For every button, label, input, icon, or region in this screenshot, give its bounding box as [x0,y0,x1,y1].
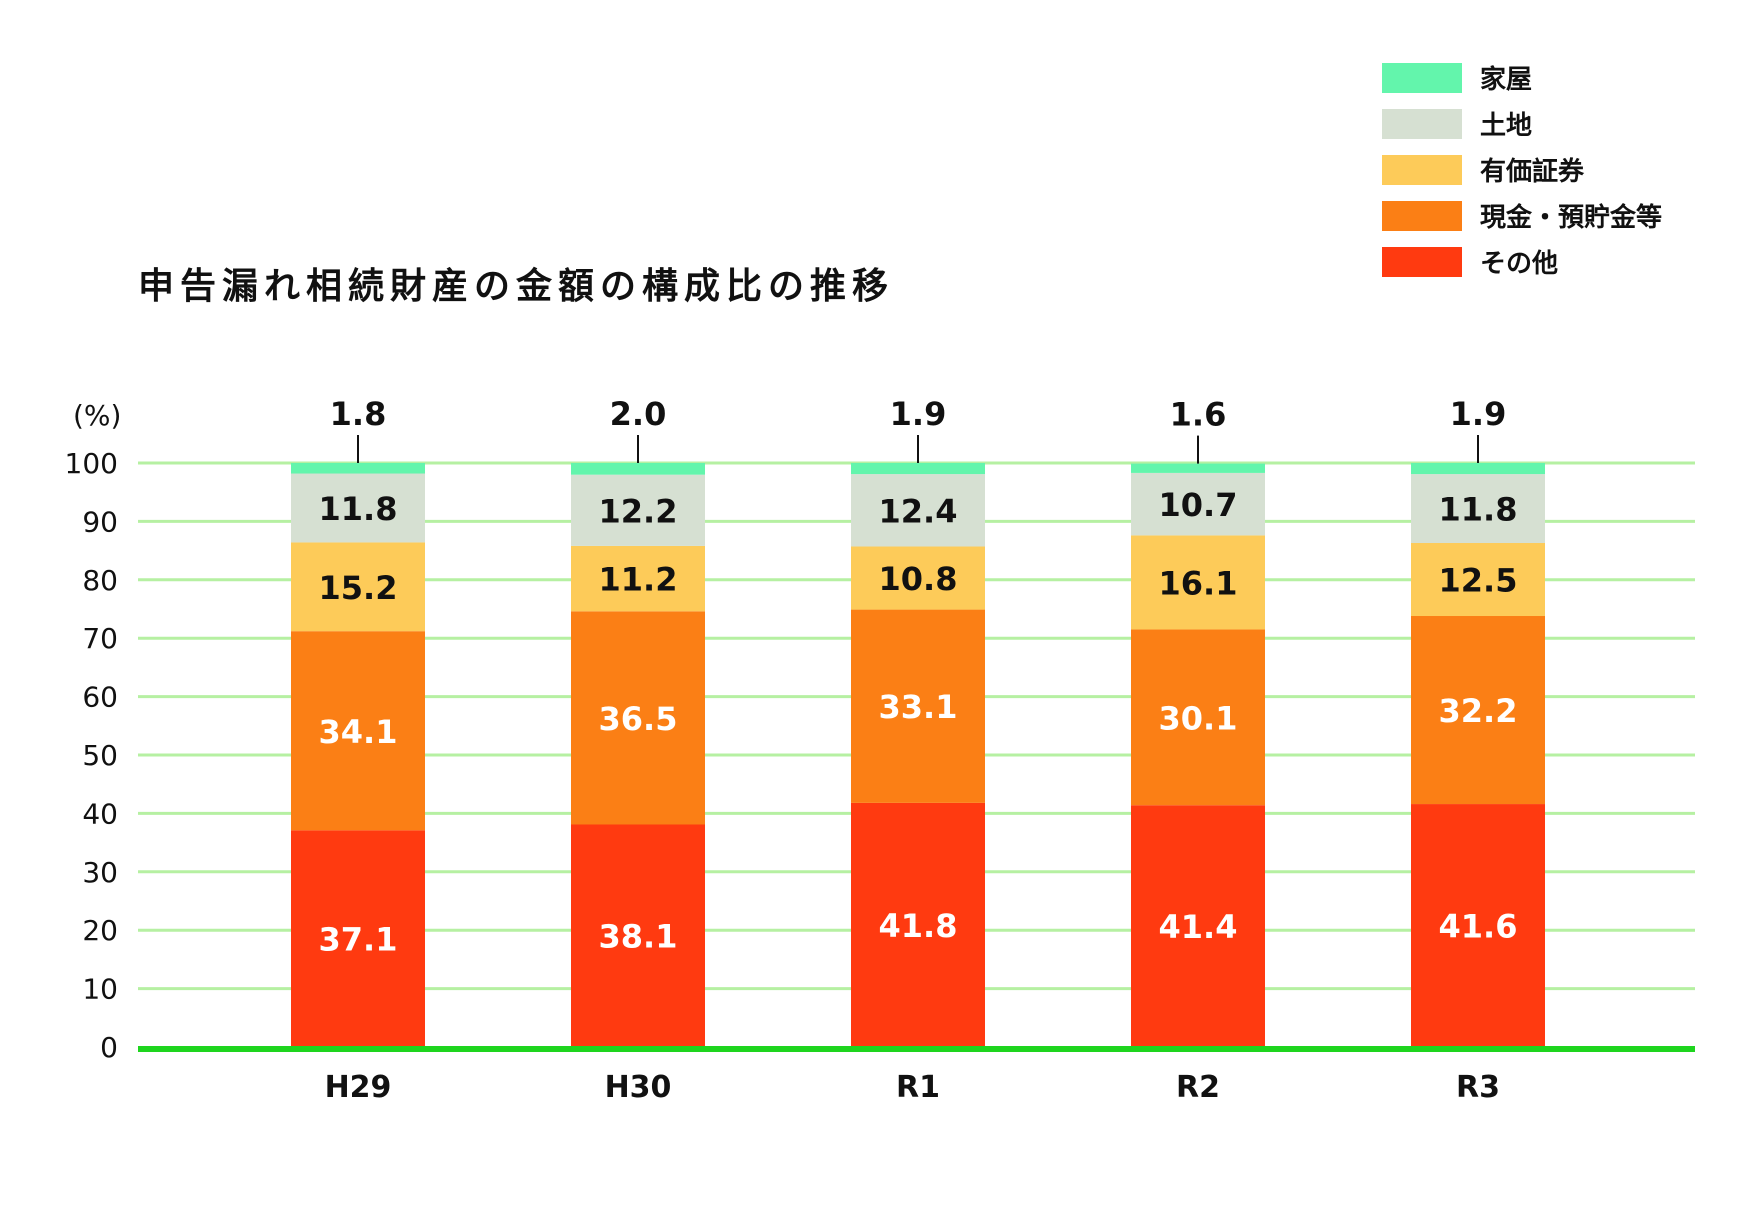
bar-segment [1411,543,1545,617]
y-tick-label: 20 [82,914,118,947]
bar-segment [851,546,985,610]
y-tick-label: 50 [82,739,118,772]
legend-swatch [1382,155,1462,185]
bar-segment [1131,472,1265,536]
bar-segment [1411,463,1545,475]
bar-segment [291,830,425,1047]
data-label: 41.4 [1159,908,1238,946]
data-label: 33.1 [879,688,958,726]
data-label: 1.9 [890,395,947,433]
data-label: 36.5 [599,700,678,738]
data-label: 34.1 [319,713,398,751]
bar-segment [571,463,705,475]
chart-title: 申告漏れ相続財産の金額の構成比の推移 [138,265,894,307]
data-label: 37.1 [319,921,398,959]
y-axis-unit-label: (%) [73,399,121,432]
data-label: 11.8 [1439,491,1518,529]
bar-segment [291,463,425,474]
y-tick-label: 100 [65,447,118,480]
bar-segment [1131,629,1265,806]
data-label: 41.6 [1439,908,1518,946]
data-label: 30.1 [1159,699,1238,737]
y-tick-label: 90 [82,505,118,538]
y-tick-label: 0 [100,1031,118,1064]
data-label: 16.1 [1159,564,1238,602]
bars: 37.1 34.1 15.2 11.8 1.8 38.1 36.5 11.2 12.2 2.0 41… [291,395,1545,1047]
bar-segment [291,631,425,831]
axes: 0 10 20 30 40 50 60 70 80 90 100 H29 H30 R1 R2 R3 [65,447,1695,1105]
bar-segment [851,609,985,803]
data-label: 1.8 [330,395,387,433]
data-label: 12.2 [599,492,678,530]
data-label: 10.7 [1159,486,1238,524]
legend-label: 家屋 [1480,64,1532,95]
legend-label: 土地 [1480,111,1532,141]
legend-label: 現金・預貯金等 [1480,202,1662,233]
bar-segment [1411,804,1545,1047]
data-label: 1.6 [1170,396,1227,434]
data-label: 2.0 [610,395,667,433]
data-label: 1.9 [1450,395,1507,433]
bar-segment [1411,474,1545,544]
legend-label: その他 [1480,249,1558,279]
y-tick-label: 30 [82,856,118,889]
x-tick-label: H30 [605,1070,672,1105]
bar-segment [571,474,705,546]
bar-segment [571,611,705,825]
bar-segment [851,802,985,1047]
legend-swatch [1382,247,1462,277]
legend-swatch [1382,109,1462,139]
legend-label: 有価証券 [1480,156,1585,187]
data-label: 38.1 [599,918,678,956]
x-tick-label: H29 [325,1070,392,1105]
bar-segment [1131,535,1265,630]
bar-segment [571,824,705,1047]
bar-segment [1131,463,1265,473]
bar-segment [1411,616,1545,805]
data-label: 12.4 [879,492,958,530]
data-label: 12.5 [1439,562,1518,600]
x-tick-label: R1 [896,1070,940,1105]
x-tick-label: R2 [1176,1070,1220,1105]
data-label: 15.2 [319,569,398,607]
data-label: 41.8 [879,907,958,945]
bar-segment [851,474,985,547]
bar-segment [571,545,705,612]
y-tick-label: 80 [82,564,118,597]
y-tick-label: 10 [82,973,118,1006]
bar-segment [1131,805,1265,1047]
data-label: 11.8 [319,490,398,528]
data-label: 11.2 [599,561,678,599]
x-tick-label: R3 [1456,1070,1500,1105]
legend-swatch [1382,63,1462,93]
data-label: 32.2 [1439,692,1518,730]
bar-segment [291,473,425,543]
legend-swatch [1382,201,1462,231]
data-label: 10.8 [879,560,958,598]
y-tick-label: 70 [82,622,118,655]
bar-segment [291,542,425,632]
y-tick-label: 60 [82,681,118,714]
bar-segment [851,463,985,475]
y-tick-label: 40 [82,797,118,830]
